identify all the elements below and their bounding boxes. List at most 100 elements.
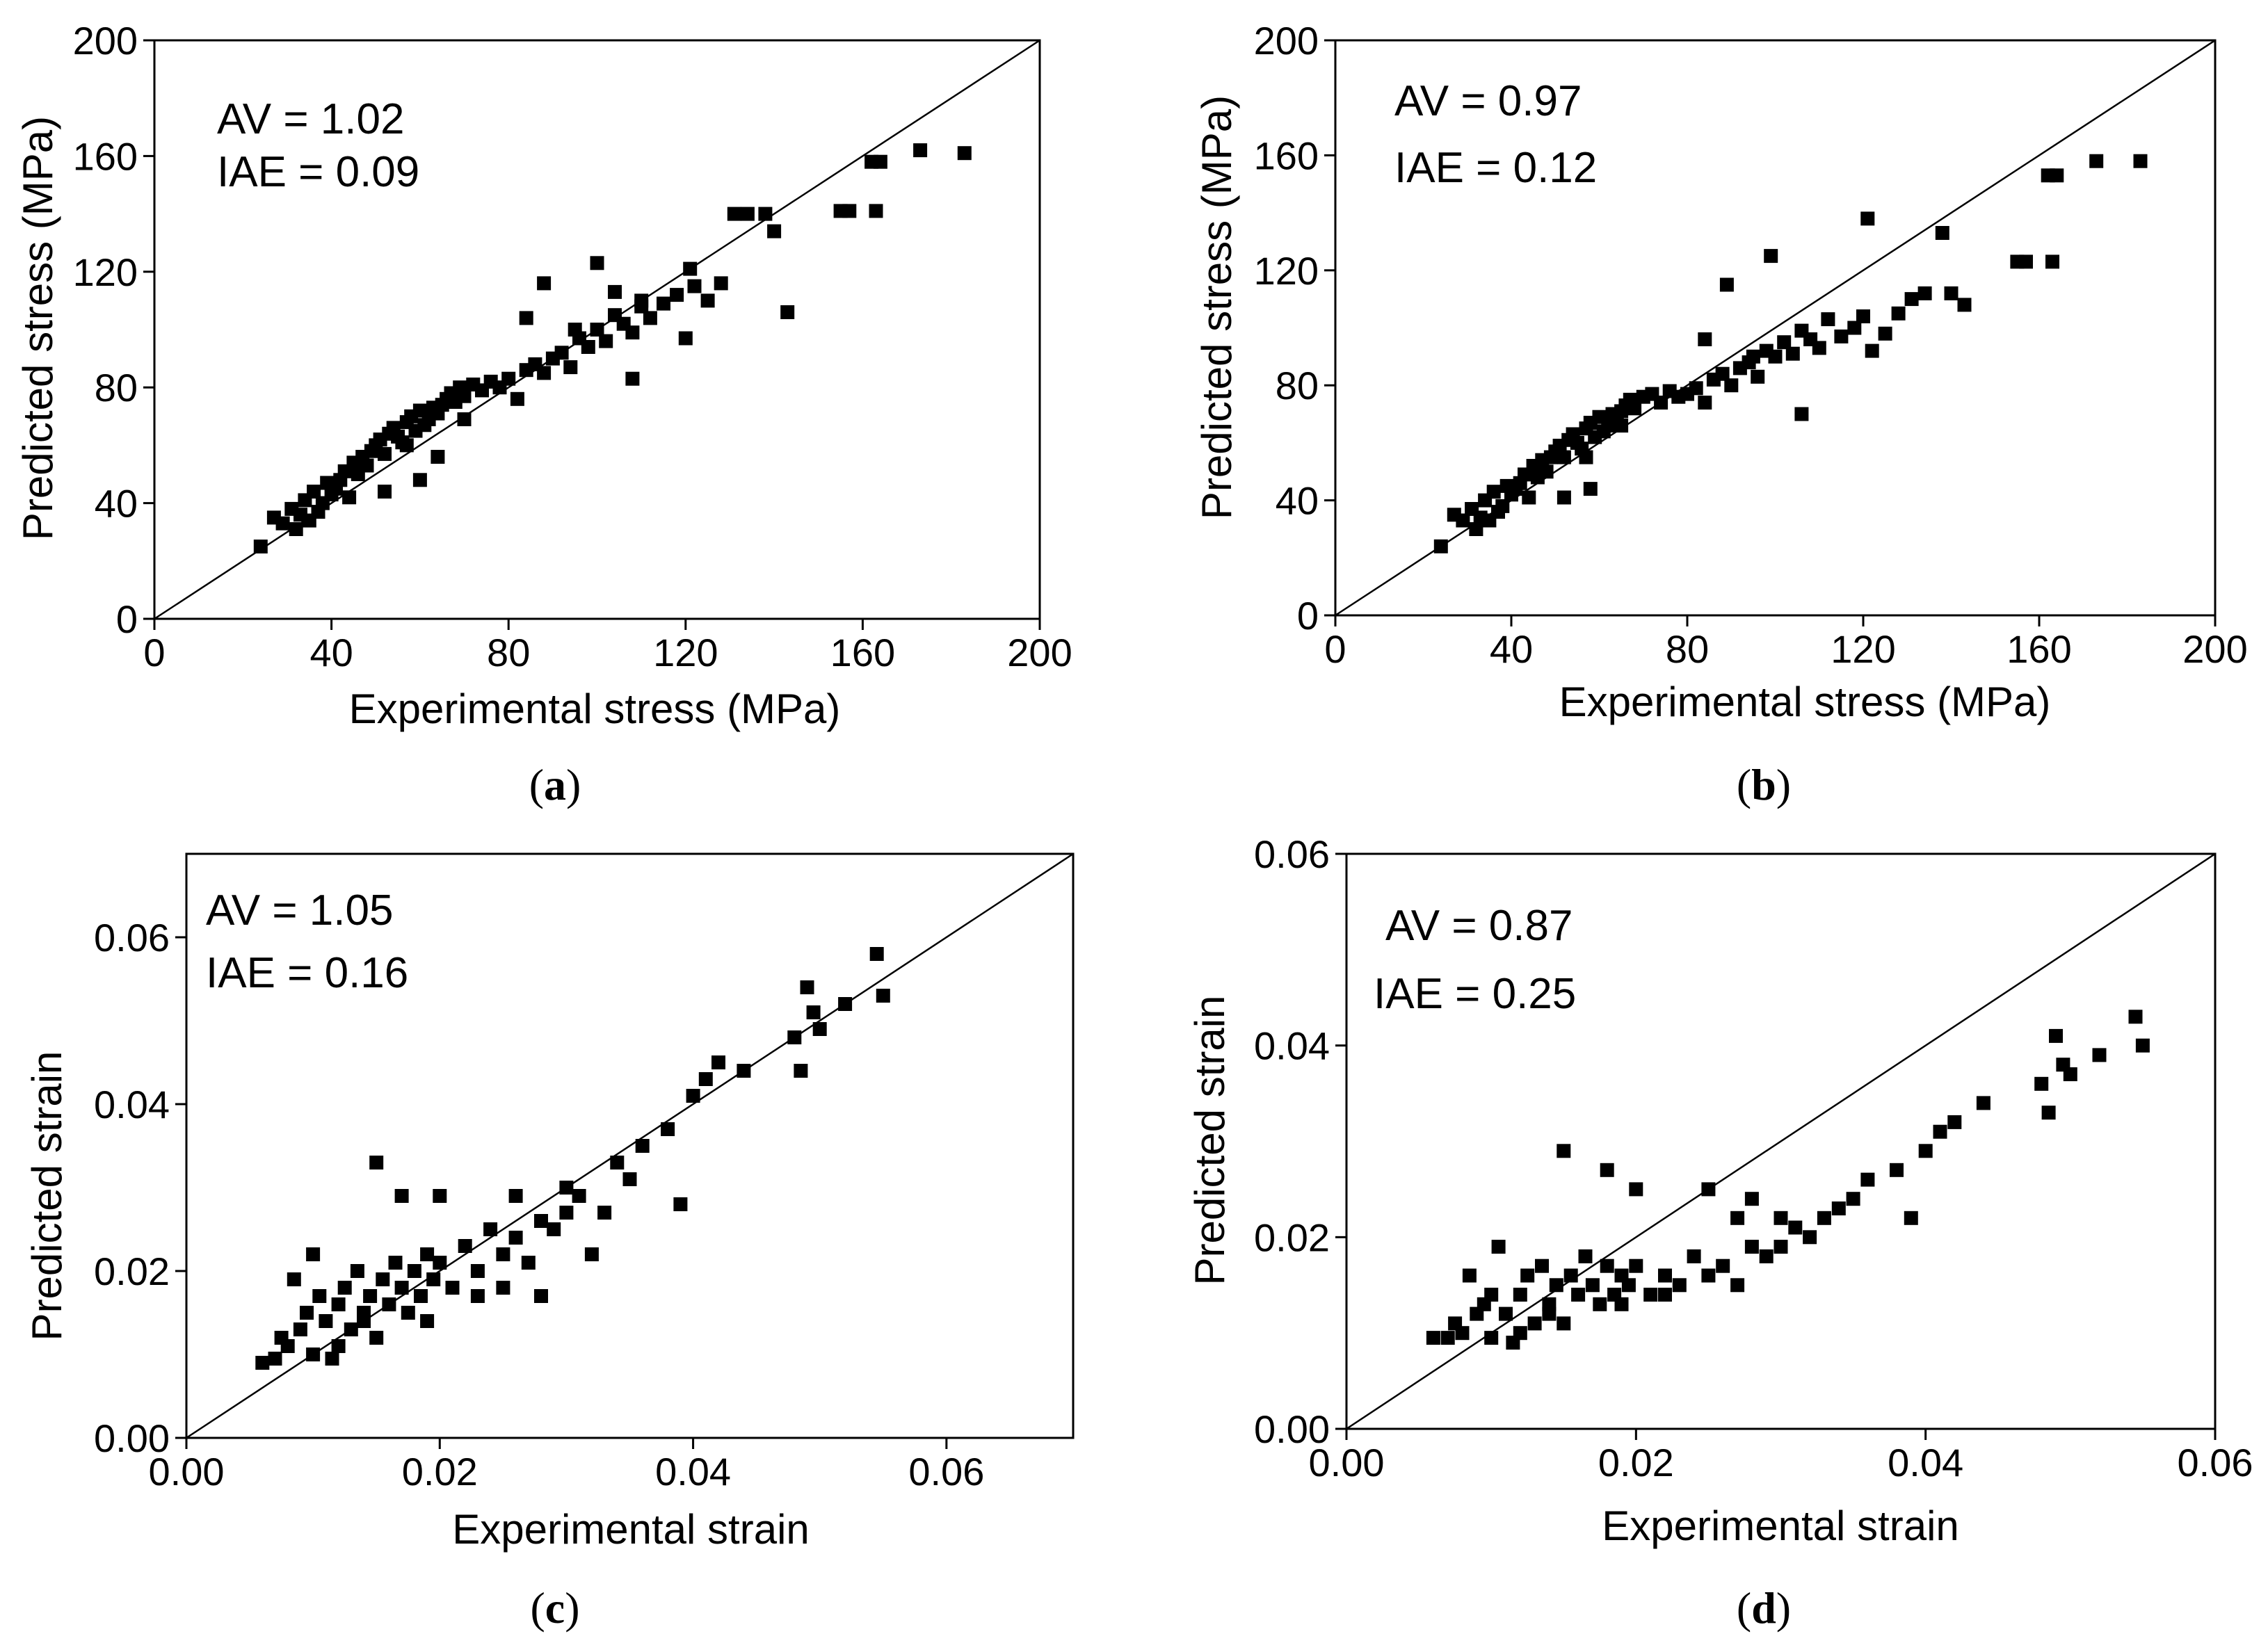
scatter-point-b-88	[1557, 490, 1571, 505]
scatter-point-c-32	[496, 1247, 510, 1261]
scatter-point-b-89	[1579, 450, 1593, 464]
scatter-point-d-69	[1658, 1288, 1672, 1302]
scatter-point-a-80	[913, 143, 928, 158]
y-tick-label-b-2: 80	[1276, 364, 1319, 407]
scatter-point-b-43	[1654, 396, 1668, 410]
x-tick-label-a-4: 160	[830, 631, 895, 674]
scatter-point-d-22	[1593, 1297, 1607, 1311]
x-tick-label-a-3: 120	[653, 631, 718, 674]
scatter-point-d-51	[2041, 1106, 2056, 1120]
axes-c: 0.00 0.02 0.04 0.06 0.00 0.02 0.04 0.06	[94, 852, 1075, 1494]
scatter-point-c-48	[711, 1055, 725, 1069]
scatter-point-d-60	[1629, 1182, 1643, 1197]
y-tick-label-c-2: 0.04	[94, 1083, 170, 1126]
scatter-point-c-66	[357, 1314, 371, 1328]
x-tick-label-d-0: 0.00	[1309, 1441, 1385, 1484]
scatter-point-d-35	[1744, 1240, 1759, 1254]
scatter-point-c-62	[508, 1189, 523, 1203]
scatter-point-b-10	[1495, 499, 1510, 513]
scatter-point-c-69	[559, 1181, 574, 1195]
plot-frame-b	[1334, 39, 2217, 617]
panel-letter-a: a	[544, 760, 566, 809]
scatter-point-b-82	[1764, 249, 1778, 264]
x-axis-label-d: Experimental strain	[1602, 1503, 1959, 1549]
scatter-point-c-11	[331, 1297, 346, 1311]
scatter-point-b-73	[1957, 298, 1972, 312]
scatter-point-a-86	[683, 261, 698, 276]
panel-c: 0.00 0.02 0.04 0.06 0.00 0.02 0.04 0.06 Experim…	[24, 852, 1075, 1633]
scatter-point-d-20	[1578, 1249, 1593, 1263]
x-tick-label-a-0: 0	[143, 631, 165, 674]
scatter-point-d-17	[1557, 1316, 1571, 1331]
scatter-point-c-38	[572, 1189, 586, 1203]
scatter-point-d-68	[1774, 1211, 1788, 1225]
scatter-point-c-60	[433, 1189, 447, 1203]
x-tick-label-a-5: 200	[1007, 631, 1072, 674]
scatter-point-a-68	[700, 293, 715, 308]
scatter-point-b-81	[1719, 277, 1734, 292]
scatter-point-c-41	[610, 1156, 625, 1169]
scatter-point-c-31	[483, 1222, 498, 1236]
scatter-point-c-24	[414, 1289, 428, 1303]
scatter-point-a-88	[568, 323, 582, 337]
scatter-point-d-31	[1687, 1249, 1701, 1263]
scatter-point-a-54	[563, 360, 578, 375]
scatter-point-a-90	[412, 473, 427, 487]
scatter-point-b-83	[1860, 211, 1875, 226]
scatter-point-a-73	[767, 224, 782, 238]
x-axis-label-a: Experimental stress (MPa)	[349, 686, 841, 732]
scatter-point-c-16	[363, 1289, 378, 1303]
scatter-point-c-67	[420, 1314, 435, 1328]
scatter-point-d-26	[1621, 1278, 1636, 1293]
scatter-point-c-37	[559, 1206, 574, 1220]
scatter-point-c-13	[344, 1322, 358, 1336]
scatter-point-c-49	[737, 1064, 751, 1078]
scatter-point-d-64	[1484, 1288, 1499, 1302]
scatter-point-c-64	[306, 1247, 321, 1261]
scatter-point-d-43	[1860, 1172, 1875, 1187]
scatter-point-d-41	[1831, 1201, 1846, 1215]
y-tick-label-c-1: 0.02	[94, 1249, 170, 1293]
x-tick-label-b-5: 200	[2182, 627, 2247, 671]
scatter-point-d-8	[1491, 1240, 1506, 1254]
panel-b: 0 40 80 120 160 200 0 40 80 120 160 200 Experimenta…	[1193, 19, 2248, 809]
scatter-point-a-65	[670, 288, 684, 302]
scatter-point-b-2	[1456, 513, 1470, 528]
x-tick-label-d-2: 0.04	[1888, 1441, 1963, 1484]
av-label-a: AV = 1.02	[217, 95, 404, 143]
y-tick-label-b-5: 200	[1254, 19, 1319, 63]
x-tick-label-b-4: 160	[2006, 627, 2071, 671]
scatter-point-d-14	[1535, 1258, 1549, 1273]
scatter-point-a-57	[590, 323, 604, 337]
scatter-point-d-44	[1890, 1163, 1904, 1177]
scatter-point-a-63	[643, 311, 657, 325]
scatter-point-c-19	[382, 1297, 396, 1311]
scatter-point-d-0	[1426, 1331, 1440, 1345]
scatter-point-a-69	[714, 276, 728, 291]
scatter-points-d	[1426, 1010, 2150, 1350]
scatter-point-d-27	[1629, 1258, 1643, 1273]
scatter-point-a-24	[378, 446, 392, 461]
scatter-point-b-16	[1522, 490, 1536, 505]
scatter-point-a-56	[581, 340, 595, 354]
scatter-point-a-47	[501, 371, 516, 386]
scatter-point-b-40	[1627, 401, 1642, 416]
scatter-point-c-3	[280, 1339, 295, 1353]
y-tick-label-c-0: 0.00	[94, 1416, 170, 1460]
scatter-point-c-53	[806, 1005, 821, 1019]
scatter-point-b-24	[1557, 450, 1571, 464]
scatter-point-c-63	[534, 1289, 548, 1303]
scatter-point-a-81	[957, 146, 972, 161]
scatter-point-c-43	[635, 1139, 650, 1153]
panel-label-b: (b)	[1737, 760, 1791, 809]
scatter-point-c-8	[312, 1289, 327, 1303]
scatter-point-c-55	[838, 997, 853, 1011]
scatter-point-c-14	[350, 1264, 364, 1278]
panel-letter-d: d	[1751, 1583, 1776, 1633]
y-tick-label-d-0: 0.00	[1254, 1407, 1330, 1451]
scatter-point-a-61	[625, 325, 640, 340]
scatter-point-b-20	[1539, 464, 1554, 479]
panel-label-c: (c)	[530, 1583, 579, 1633]
scatter-point-c-27	[433, 1256, 447, 1270]
av-label-d: AV = 0.87	[1385, 902, 1573, 950]
